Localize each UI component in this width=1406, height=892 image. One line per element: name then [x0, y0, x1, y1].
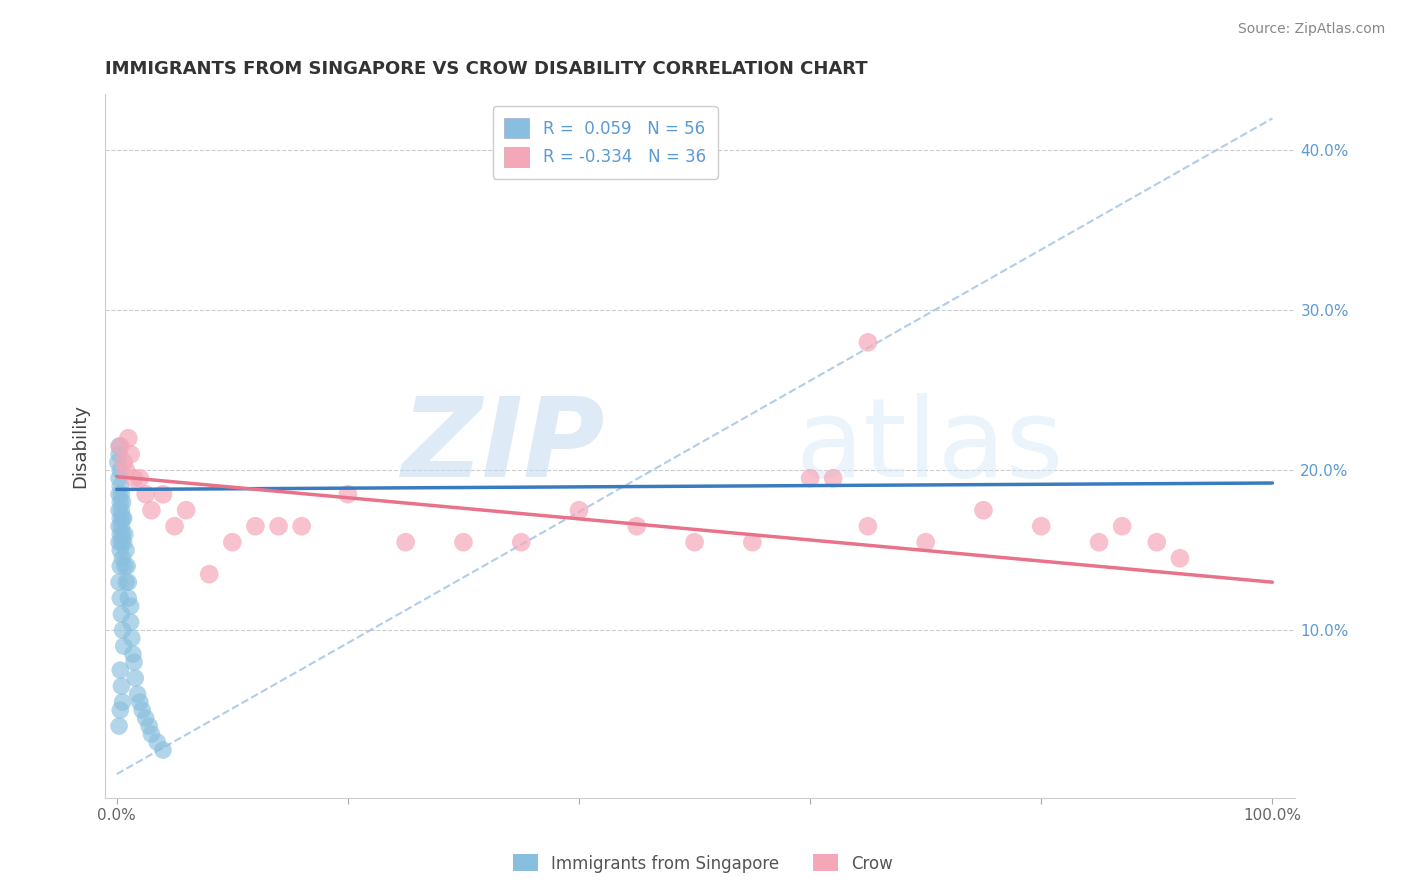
Point	[174, 503, 197, 517]
Point	[110, 663, 132, 677]
Point	[1146, 535, 1168, 549]
Point	[336, 487, 359, 501]
Point	[108, 439, 131, 453]
Point	[120, 447, 142, 461]
Point	[114, 527, 136, 541]
Point	[110, 527, 132, 541]
Point	[117, 591, 139, 606]
Point	[823, 471, 845, 485]
Point	[117, 431, 139, 445]
Point	[122, 647, 145, 661]
Point	[110, 559, 132, 574]
Point	[141, 727, 163, 741]
Point	[1088, 535, 1111, 549]
Point	[108, 519, 131, 533]
Point	[128, 471, 150, 485]
Point	[108, 575, 131, 590]
Point	[568, 503, 591, 517]
Point	[683, 535, 706, 549]
Point	[122, 655, 145, 669]
Point	[291, 519, 314, 533]
Point	[799, 471, 821, 485]
Point	[1031, 519, 1053, 533]
Point	[111, 495, 134, 509]
Point	[152, 743, 174, 757]
Point	[111, 551, 134, 566]
Point	[127, 687, 149, 701]
Point	[115, 543, 138, 558]
Point	[110, 439, 132, 453]
Point	[117, 575, 139, 590]
Point	[163, 519, 186, 533]
Point	[111, 695, 134, 709]
Point	[135, 487, 157, 501]
Point	[626, 519, 648, 533]
Point	[111, 527, 134, 541]
Point	[128, 695, 150, 709]
Point	[1168, 551, 1191, 566]
Point	[115, 463, 138, 477]
Point	[108, 719, 131, 733]
Point	[110, 543, 132, 558]
Point	[135, 711, 157, 725]
Point	[395, 535, 418, 549]
Point	[110, 503, 132, 517]
Point	[111, 623, 134, 637]
Point	[146, 735, 169, 749]
Point	[131, 703, 153, 717]
Text: ZIP: ZIP	[402, 392, 605, 500]
Y-axis label: Disability: Disability	[72, 404, 89, 488]
Point	[152, 487, 174, 501]
Text: IMMIGRANTS FROM SINGAPORE VS CROW DISABILITY CORRELATION CHART: IMMIGRANTS FROM SINGAPORE VS CROW DISABI…	[105, 60, 868, 78]
Point	[510, 535, 533, 549]
Point	[110, 479, 132, 493]
Text: Source: ZipAtlas.com: Source: ZipAtlas.com	[1237, 22, 1385, 37]
Point	[856, 519, 879, 533]
Point	[110, 463, 132, 477]
Point	[121, 631, 143, 645]
Point	[110, 511, 132, 525]
Point	[108, 487, 131, 501]
Point	[122, 471, 145, 485]
Legend: R =  0.059   N = 56, R = -0.334   N = 36: R = 0.059 N = 56, R = -0.334 N = 36	[492, 106, 717, 178]
Point	[112, 535, 135, 549]
Point	[115, 575, 138, 590]
Point	[108, 447, 131, 461]
Point	[110, 679, 132, 693]
Point	[453, 535, 475, 549]
Text: atlas: atlas	[796, 392, 1064, 500]
Point	[120, 615, 142, 629]
Point	[741, 535, 763, 549]
Point	[110, 495, 132, 509]
Point	[198, 567, 221, 582]
Point	[110, 487, 132, 501]
Point	[120, 599, 142, 614]
Point	[112, 455, 135, 469]
Point	[914, 535, 936, 549]
Point	[110, 607, 132, 622]
Point	[1111, 519, 1133, 533]
Point	[110, 703, 132, 717]
Point	[141, 503, 163, 517]
Point	[107, 455, 129, 469]
Point	[972, 503, 994, 517]
Point	[108, 535, 131, 549]
Legend: Immigrants from Singapore, Crow: Immigrants from Singapore, Crow	[506, 847, 900, 880]
Point	[124, 671, 146, 685]
Point	[115, 559, 138, 574]
Point	[114, 559, 136, 574]
Point	[221, 535, 243, 549]
Point	[110, 591, 132, 606]
Point	[856, 335, 879, 350]
Point	[108, 503, 131, 517]
Point	[267, 519, 290, 533]
Point	[138, 719, 160, 733]
Point	[245, 519, 267, 533]
Point	[108, 471, 131, 485]
Point	[112, 511, 135, 525]
Point	[110, 519, 132, 533]
Point	[111, 511, 134, 525]
Point	[112, 639, 135, 653]
Point	[110, 535, 132, 549]
